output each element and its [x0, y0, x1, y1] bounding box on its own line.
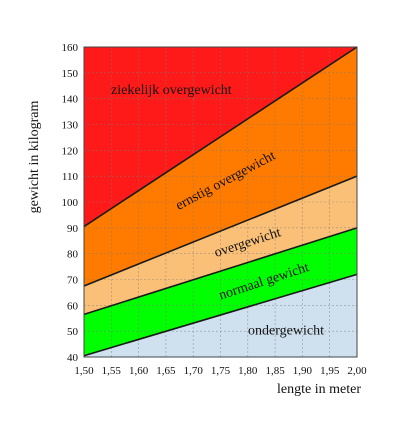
- y-tick-label: 100: [62, 197, 79, 209]
- x-axis-title: lengte in meter: [277, 382, 361, 397]
- y-tick-label: 70: [67, 275, 79, 287]
- x-tick-label: 1,85: [265, 365, 285, 377]
- boundary-line-1: [83, 273, 358, 357]
- region-label: ondergewicht: [248, 323, 324, 338]
- region-ernstig-overgewicht: [84, 47, 357, 286]
- x-tick-label: 1,65: [156, 365, 176, 377]
- y-tick-label: 110: [62, 171, 79, 183]
- y-tick-label: 130: [62, 120, 79, 132]
- boundary-line-3: [83, 175, 358, 287]
- plot-frame: [83, 46, 358, 358]
- y-tick-label: 60: [67, 300, 79, 312]
- y-tick-label: 50: [67, 326, 79, 338]
- y-tick-label: 160: [62, 42, 79, 54]
- x-tick-label: 1,90: [293, 365, 313, 377]
- boundary-line-2: [83, 227, 358, 316]
- x-tick-label: 1,60: [129, 365, 149, 377]
- y-tick-label: 80: [67, 249, 79, 261]
- x-tick-label: 1,70: [184, 365, 204, 377]
- region-label: ziekelijk overgewicht: [111, 83, 232, 98]
- y-tick-label: 90: [67, 223, 79, 235]
- x-tick-label: 1,55: [102, 365, 122, 377]
- x-tick-label: 1,95: [320, 365, 340, 377]
- region-overgewicht: [84, 176, 357, 315]
- y-axis-title: gewicht in kilogram: [27, 101, 42, 214]
- y-tick-label: 40: [67, 352, 79, 364]
- x-tick-label: 1,80: [238, 365, 258, 377]
- y-tick-label: 120: [62, 145, 79, 157]
- x-tick-label: 1,75: [211, 365, 231, 377]
- x-tick-label: 2,00: [347, 365, 367, 377]
- y-tick-label: 150: [62, 68, 79, 80]
- boundary-line-4: [83, 46, 358, 228]
- x-tick-label: 1,50: [74, 365, 94, 377]
- y-tick-label: 140: [62, 94, 79, 106]
